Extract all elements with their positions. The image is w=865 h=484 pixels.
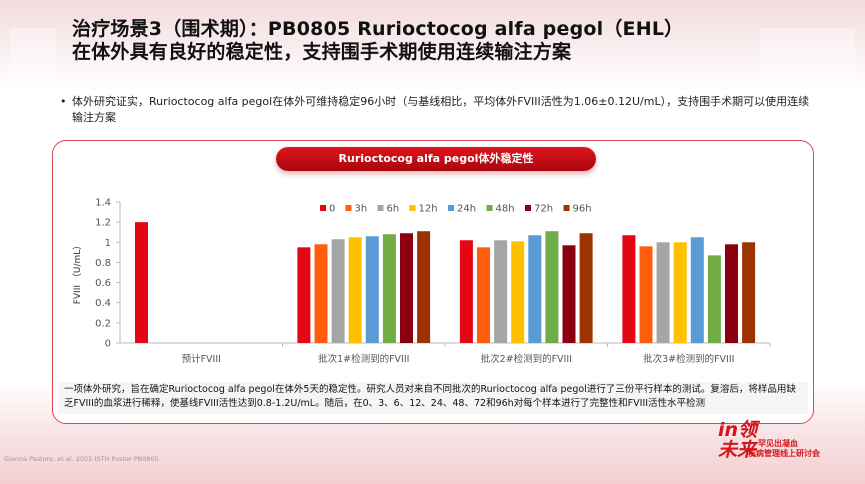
legend-label: 6h [387,204,400,215]
y-tick-label: 0.4 [95,298,111,309]
legend-label: 48h [496,204,515,215]
y-tick-label: 0.6 [95,278,111,289]
y-tick-label: 1 [105,238,111,249]
footnote: 一项体外研究，旨在确定Rurioctocog alfa pegol在体外5天的稳… [58,382,808,414]
bar-0 [297,247,311,343]
legend-swatch [448,205,454,211]
legend-swatch [345,205,352,211]
legend-swatch [525,205,531,211]
bar-24h [365,236,379,343]
bar-24h [528,235,542,343]
y-tick-label: 0.8 [95,258,111,269]
category-label: 批次1#检测到的FVIII [318,353,409,365]
decoration [760,28,855,88]
bar-72h [562,245,576,343]
bar-72h [725,244,738,343]
y-tick-label: 0 [105,339,111,350]
category-label: 预计FVIII [182,353,221,365]
bar-72h [400,233,413,343]
category-label: 批次2#检测到的FVIII [481,353,572,365]
bar-12h [348,237,362,343]
bullet-text: 体外研究证实，Rurioctocog alfa pegol在体外可维持稳定96小… [60,94,820,126]
y-tick-label: 0.2 [95,318,111,329]
logo-line-1: 罕见出凝血 [758,439,798,448]
title-line-2: 在体外具有良好的稳定性，支持围手术期使用连续输注方案 [72,41,572,63]
legend-label: 12h [419,204,438,215]
bar-96h [417,231,431,343]
bar-96h [742,242,756,343]
y-tick-label: 1.4 [95,198,111,209]
legend-label: 96h [573,204,592,215]
bar-0 [135,222,148,343]
bar-0 [459,240,473,343]
chart-title: Rurioctocog alfa pegol体外稳定性 [276,147,596,171]
bar-96h [579,233,593,343]
y-axis-label: FVIII （U/mL） [72,241,83,305]
decoration [10,28,56,113]
legend-label: 0 [329,204,335,215]
logo-line-2: 疾病管理线上研讨会 [748,449,820,458]
bar-6h [656,242,670,343]
bar-12h [511,241,525,343]
category-label: 批次3#检测到的FVIII [643,353,734,365]
bar-0 [622,235,636,343]
y-tick-label: 1.2 [95,218,111,229]
legend-label: 72h [534,204,553,215]
bar-6h [331,239,345,343]
legend-swatch [320,205,326,211]
bar-3h [314,244,328,343]
title-line-1: 治疗场景3（围术期）：PB0805 Rurioctocog alfa pegol… [72,18,684,40]
legend-label: 24h [457,204,476,215]
page-title: 治疗场景3（围术期）：PB0805 Rurioctocog alfa pegol… [72,18,683,64]
legend-swatch [377,205,384,211]
legend-swatch [563,205,570,211]
bar-48h [707,255,721,343]
logo: in领 未来 罕见出凝血 疾病管理线上研讨会 [718,420,858,480]
logo-mark: in领 未来 [718,419,758,461]
bar-48h [382,234,396,343]
legend-label: 3h [355,204,368,215]
bar-24h [690,237,704,343]
citation: Gianna Pastore, et al. 2025 ISTH Poster … [4,455,159,463]
legend-swatch [486,205,493,211]
bar-6h [494,240,508,343]
bar-3h [477,247,490,343]
legend-swatch [409,205,416,211]
bar-12h [673,242,687,343]
bar-48h [545,231,559,343]
chart-panel [52,140,814,424]
bar-3h [639,246,653,343]
